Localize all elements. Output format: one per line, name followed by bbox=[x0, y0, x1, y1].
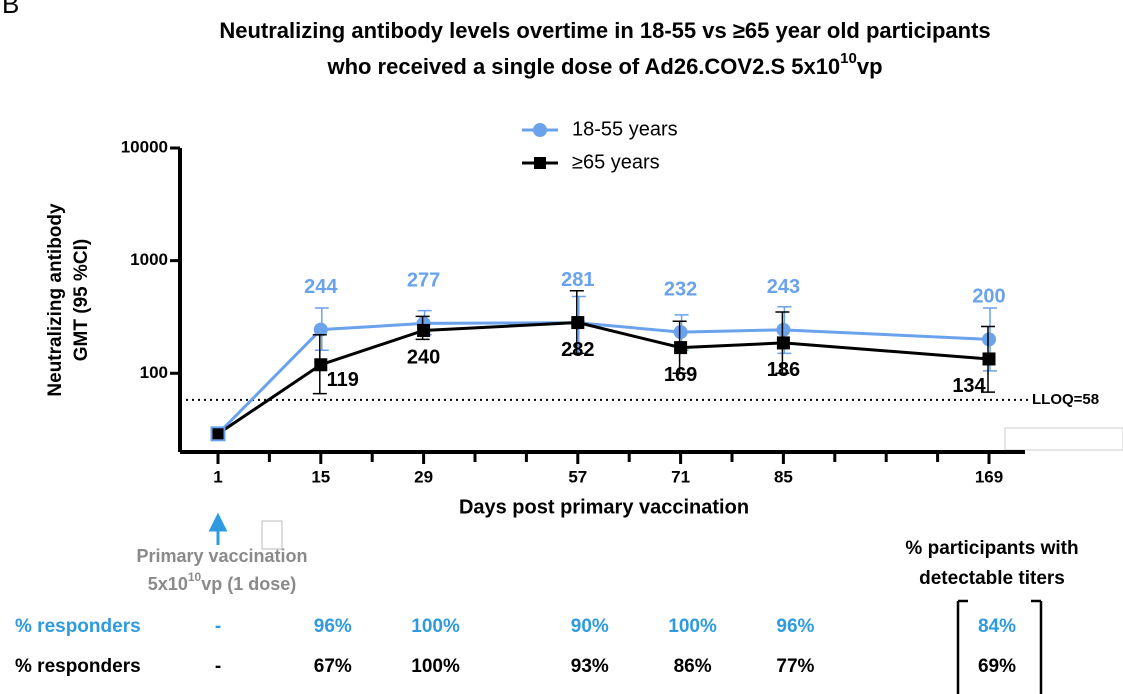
marker bbox=[673, 325, 688, 340]
table-cell: 100% bbox=[668, 616, 717, 637]
marker bbox=[314, 358, 328, 372]
y-tick-label: 10000 bbox=[121, 137, 168, 156]
table-cell: 67% bbox=[314, 656, 352, 677]
data-label: 244 bbox=[304, 276, 338, 298]
x-tick-label: 1 bbox=[213, 467, 222, 486]
y-tick-label: 100 bbox=[140, 363, 168, 382]
table-cell: 86% bbox=[674, 656, 712, 677]
data-label: 232 bbox=[664, 278, 697, 300]
data-label: 243 bbox=[767, 276, 800, 298]
x-tick-label: 15 bbox=[311, 467, 330, 486]
data-label: 240 bbox=[407, 347, 440, 369]
vaccination-arrow bbox=[208, 512, 228, 545]
y-axis-label: Neutralizing antibody bbox=[45, 203, 66, 397]
legend-label: ≥65 years bbox=[572, 151, 660, 173]
row-label: % responders bbox=[15, 616, 141, 637]
marker bbox=[776, 336, 790, 350]
data-label: 134 bbox=[952, 375, 986, 397]
table-cell: 69% bbox=[978, 656, 1016, 677]
lloq-label: LLOQ=58 bbox=[1032, 391, 1099, 408]
annotation-sup: 10 bbox=[188, 570, 202, 584]
annotation: Primary vaccination bbox=[136, 546, 307, 566]
table-cell: 84% bbox=[978, 616, 1016, 637]
x-tick-label: 85 bbox=[774, 467, 793, 486]
marker bbox=[982, 332, 996, 347]
panel-label: B bbox=[2, 0, 19, 19]
table-cell: 100% bbox=[411, 616, 460, 637]
annotation-end: vp (1 dose) bbox=[201, 574, 296, 594]
chart-title-line2: who received a single dose of Ad26.COV2.… bbox=[326, 50, 882, 79]
legend-label: 18-55 years bbox=[572, 118, 678, 140]
table-cell: - bbox=[215, 616, 221, 637]
table-cell: 77% bbox=[776, 656, 814, 677]
annotation: 5x1010vp (1 dose) bbox=[148, 570, 296, 594]
x-tick-label: 169 bbox=[975, 467, 1003, 486]
title-text: who received a single dose of Ad26.COV2.… bbox=[326, 54, 840, 79]
data-label: 282 bbox=[561, 339, 594, 361]
chart-title: Neutralizing antibody levels overtime in… bbox=[219, 18, 990, 43]
marker bbox=[776, 322, 791, 337]
bracket bbox=[956, 599, 1043, 694]
x-tick-label: 71 bbox=[671, 467, 690, 486]
data-label: 119 bbox=[327, 369, 359, 391]
data-label: 186 bbox=[767, 359, 800, 381]
annotation-text: 5x10 bbox=[148, 574, 188, 594]
table-header: % participants with bbox=[905, 538, 1078, 559]
data-label: 169 bbox=[664, 364, 697, 386]
x-tick-label: 29 bbox=[414, 467, 433, 486]
data-label: 200 bbox=[972, 286, 1005, 308]
y-tick-label: 1000 bbox=[130, 250, 168, 269]
legend-marker bbox=[533, 123, 547, 137]
table-cell: 93% bbox=[571, 656, 609, 677]
marker bbox=[571, 316, 585, 330]
table-cell: - bbox=[215, 656, 221, 677]
data-label: 281 bbox=[561, 269, 594, 291]
marker bbox=[313, 322, 328, 337]
table-header: detectable titers bbox=[919, 568, 1065, 589]
marker bbox=[674, 341, 688, 355]
marker bbox=[982, 352, 996, 366]
legend-marker bbox=[534, 157, 546, 169]
y-axis-label: GMT (95 %CI) bbox=[71, 239, 92, 361]
title-sup: 10 bbox=[840, 50, 857, 67]
table-cell: 100% bbox=[411, 656, 460, 677]
title-end: vp bbox=[857, 54, 883, 79]
marker bbox=[210, 426, 226, 442]
marker bbox=[417, 323, 431, 337]
table-cell: 90% bbox=[571, 616, 609, 637]
table-cell: 96% bbox=[314, 616, 352, 637]
artifact-box bbox=[261, 520, 283, 550]
data-label: 277 bbox=[407, 270, 440, 292]
x-axis-label: Days post primary vaccination bbox=[459, 496, 749, 518]
table-cell: 96% bbox=[776, 616, 814, 637]
x-tick-label: 57 bbox=[568, 467, 587, 486]
row-label: % responders bbox=[15, 656, 141, 677]
artifact-box bbox=[1004, 427, 1123, 451]
